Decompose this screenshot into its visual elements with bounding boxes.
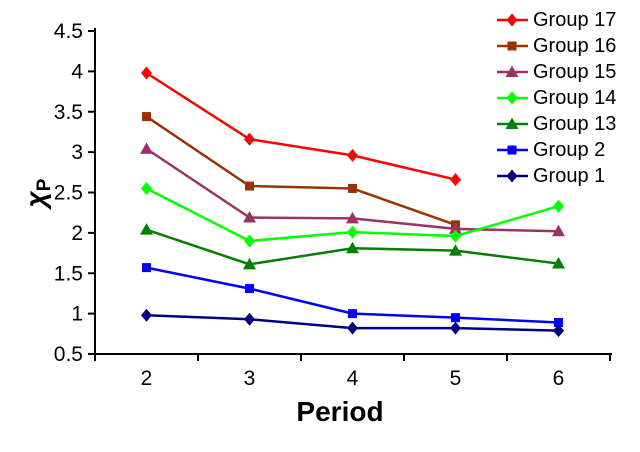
- series-group-17-marker: [347, 148, 358, 162]
- series-group-1-marker: [141, 308, 152, 322]
- series-group-16-marker: [245, 181, 254, 191]
- y-axis-tick-label: 0.5: [54, 343, 83, 366]
- series-group-2-marker: [451, 313, 460, 323]
- y-axis-title-subscript: P: [34, 178, 55, 192]
- y-axis-tick-label: 4.5: [54, 20, 83, 43]
- series-group-15-marker: [552, 224, 565, 237]
- legend-label-group-17: Group 17: [533, 8, 617, 31]
- series-group-2-marker: [348, 309, 357, 319]
- legend-label-group-15: Group 15: [533, 60, 617, 83]
- legend-item-group-15: Group 15: [496, 59, 616, 85]
- legend-item-group-14: Group 14: [496, 85, 616, 111]
- series-group-14-marker: [553, 199, 564, 213]
- series-group-15-marker: [243, 211, 256, 223]
- y-axis-tick-label: 3.5: [54, 101, 83, 124]
- series-group-17-marker: [244, 132, 255, 146]
- legend-item-group-16: Group 16: [496, 33, 616, 59]
- legend-marker-group-2-icon: [497, 145, 528, 155]
- series-group-13-marker: [552, 257, 565, 269]
- series-group-1-marker: [450, 321, 461, 335]
- x-axis-tick-label: 2: [141, 367, 153, 390]
- series-group-15-marker: [449, 222, 462, 234]
- series-group-13-marker: [243, 257, 256, 270]
- series-group-2-marker: [142, 263, 151, 273]
- legend-marker-group-15-icon: [497, 65, 528, 77]
- series-group-15-marker: [140, 142, 153, 154]
- series-group-16-marker: [142, 112, 151, 122]
- series-group-16-line: [145, 115, 456, 226]
- legend-marker-group-17-icon: [497, 13, 528, 27]
- series-group-13-marker: [505, 117, 519, 129]
- x-axis-tick-label: 4: [347, 367, 359, 390]
- legend-label-group-14: Group 14: [533, 86, 617, 109]
- legend-item-group-2: Group 2: [496, 137, 616, 163]
- series-group-14-marker: [244, 234, 255, 248]
- series-group-14-marker: [450, 229, 461, 243]
- legend-item-group-13: Group 13: [496, 111, 616, 137]
- y-axis-tick-label: 1: [71, 303, 83, 326]
- y-axis-tick-label: 2: [71, 222, 83, 245]
- series-group-2-marker: [245, 284, 254, 294]
- series-group-17-marker: [450, 173, 461, 187]
- legend-label-group-13: Group 13: [533, 112, 617, 135]
- legend-label-group-1: Group 1: [533, 164, 606, 187]
- y-axis-tick-label: 3: [71, 141, 83, 164]
- series-group-14-marker: [506, 91, 518, 105]
- legend-label-group-16: Group 16: [533, 34, 617, 57]
- series-group-13-marker: [346, 241, 359, 254]
- series-group-15-marker: [505, 65, 519, 77]
- series-group-17-marker: [506, 13, 518, 27]
- series-group-15-marker: [346, 211, 359, 224]
- legend-item-group-1: Group 1: [496, 163, 616, 189]
- legend: Group 17 Group 16 Group 15 Group 14 Grou…: [496, 7, 616, 189]
- series-group-1-marker: [347, 321, 358, 335]
- series-group-2-marker: [554, 318, 563, 328]
- y-axis-title: χP: [19, 171, 55, 215]
- legend-marker-group-13-icon: [497, 117, 528, 129]
- legend-label-group-2: Group 2: [533, 138, 606, 161]
- series-group-2-marker: [507, 145, 517, 155]
- series-group-16-marker: [507, 41, 517, 51]
- series-group-17-marker: [141, 66, 152, 80]
- series-group-13-marker: [449, 244, 462, 256]
- legend-item-group-17: Group 17: [496, 7, 616, 33]
- y-axis-title-symbol: χ: [20, 191, 51, 208]
- legend-marker-group-16-icon: [497, 41, 528, 51]
- series-group-13-marker: [140, 223, 153, 235]
- series-group-14-marker: [347, 225, 358, 239]
- x-axis-title: Period: [296, 396, 384, 427]
- x-axis-tick-label: 6: [553, 367, 565, 390]
- legend-marker-group-14-icon: [497, 91, 528, 105]
- x-axis-tick-label: 5: [450, 367, 462, 390]
- series-group-14-marker: [141, 181, 152, 195]
- series-group-1-marker: [244, 312, 255, 326]
- y-axis-tick-label: 4: [71, 60, 83, 83]
- y-axis-tick-label: 1.5: [54, 262, 83, 285]
- legend-marker-group-1-icon: [497, 169, 528, 183]
- series-group-1-marker: [553, 324, 564, 338]
- y-axis-tick-label: 2.5: [54, 182, 83, 205]
- series-group-16-marker: [348, 183, 357, 193]
- series-group-17-line: [145, 71, 456, 181]
- x-axis-tick-label: 3: [244, 367, 256, 390]
- series-group-1-marker: [506, 169, 518, 183]
